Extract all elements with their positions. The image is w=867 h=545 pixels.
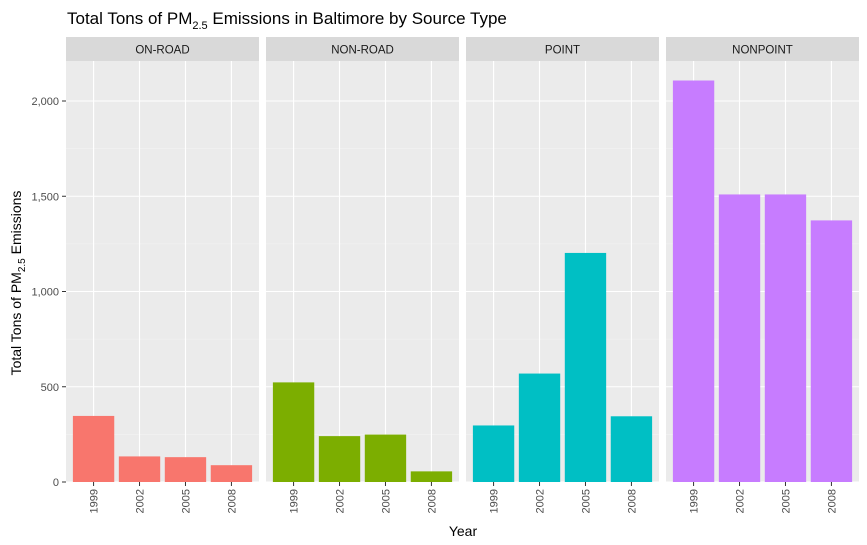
bar-on-road-2002 — [118, 456, 161, 482]
x-tick-label: 2005 — [780, 489, 792, 513]
panel-background — [466, 61, 659, 482]
bar-point-1999 — [472, 425, 515, 482]
facet-panel-nonpoint: NONPOINT 1999 2002 2005 2008 — [666, 37, 859, 513]
facet-strip — [666, 37, 859, 61]
y-axis-title-subscript: 2.5 — [17, 258, 28, 272]
y-tick-label: 500 — [41, 382, 59, 394]
y-tick-label: 0 — [53, 477, 59, 489]
x-tick-label: 2005 — [180, 489, 192, 513]
x-axis-title: Year — [449, 523, 478, 539]
y-tick-label: 1,000 — [31, 287, 59, 299]
x-tick-label: 1999 — [489, 489, 501, 513]
bar-non-road-2008 — [410, 471, 453, 482]
bar-point-2005 — [564, 252, 607, 482]
y-tick-label: 2,000 — [31, 96, 59, 108]
x-tick-label: 1999 — [289, 489, 301, 513]
facet-strip-label: ON-ROAD — [135, 45, 189, 57]
bar-non-road-2002 — [318, 436, 361, 482]
x-tick-label: 2005 — [580, 489, 592, 513]
x-tick-label: 2002 — [735, 489, 747, 513]
bar-on-road-1999 — [72, 415, 115, 482]
y-axis: 0 500 1,000 1,500 2,000 — [31, 96, 66, 489]
bar-on-road-2008 — [210, 465, 253, 482]
facet-strip — [66, 37, 259, 61]
x-tick-label: 2002 — [135, 489, 147, 513]
facet-strip-label: NONPOINT — [732, 45, 793, 57]
x-tick-label: 2008 — [426, 489, 438, 513]
facet-panel-point: POINT 1999 2002 2005 2008 — [466, 37, 659, 513]
facet-strip-label: POINT — [545, 45, 580, 57]
bar-nonpoint-2008 — [810, 220, 853, 482]
bar-nonpoint-2005 — [764, 194, 807, 482]
facet-strip-label: NON-ROAD — [331, 45, 394, 57]
chart-title-subscript: 2.5 — [192, 20, 207, 32]
x-tick-label: 2008 — [226, 489, 238, 513]
bar-nonpoint-1999 — [672, 80, 715, 482]
bar-non-road-1999 — [272, 382, 315, 482]
chart-title: Total Tons of PM2.5 Emissions in Baltimo… — [67, 9, 507, 32]
bar-point-2002 — [518, 373, 561, 482]
panel-background — [66, 61, 259, 482]
x-tick-label: 2002 — [335, 489, 347, 513]
x-tick-label: 2002 — [535, 489, 547, 513]
y-axis-title: Total Tons of PM2.5 Emissions — [8, 191, 28, 376]
facet-panel-non-road: NON-ROAD 1999 2002 2005 2008 — [266, 37, 459, 513]
facet-panel-on-road: ON-ROAD 1999 2002 2005 2008 — [66, 37, 259, 513]
x-tick-label: 1999 — [689, 489, 701, 513]
bar-point-2008 — [610, 416, 653, 482]
facet-strip — [266, 37, 459, 61]
x-tick-label: 2008 — [626, 489, 638, 513]
bar-on-road-2005 — [164, 457, 207, 482]
facet-strip — [466, 37, 659, 61]
y-tick-label: 1,500 — [31, 191, 59, 203]
x-tick-label: 2005 — [380, 489, 392, 513]
x-tick-label: 1999 — [89, 489, 101, 513]
x-tick-label: 2008 — [826, 489, 838, 513]
bar-non-road-2005 — [364, 434, 407, 482]
facet-panels: ON-ROAD 1999 2002 2005 2008 NON-ROAD 1999 2002 2… — [66, 37, 859, 513]
bar-nonpoint-2002 — [718, 194, 761, 482]
